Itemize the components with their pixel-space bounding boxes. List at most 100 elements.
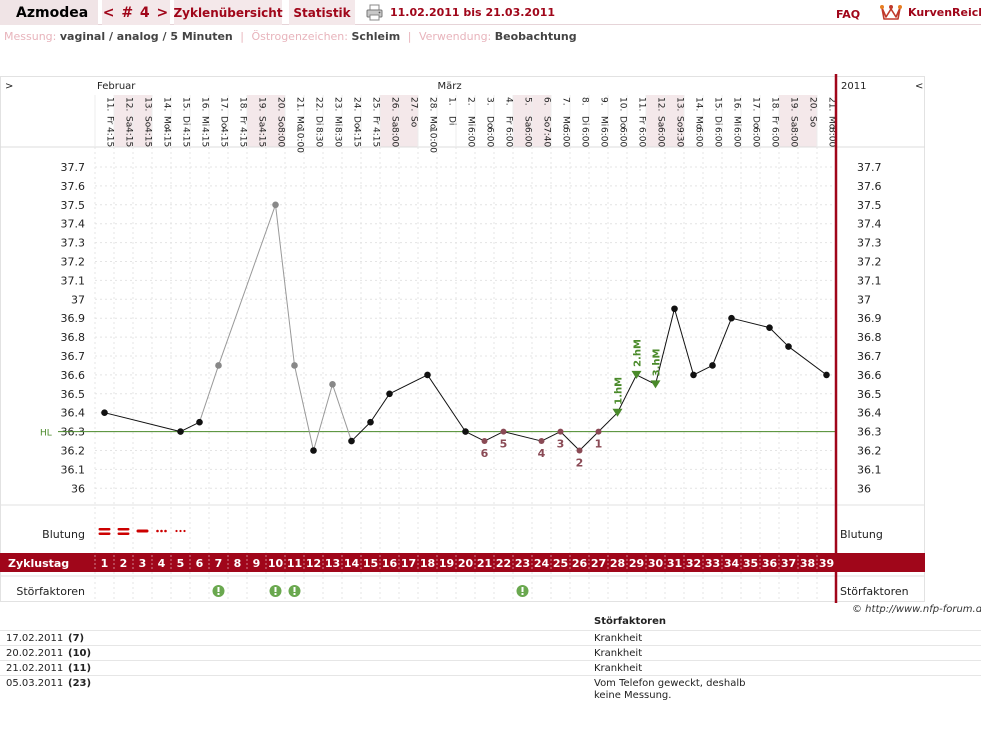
day-weekday: Do bbox=[219, 116, 229, 129]
tab-cycle-overview[interactable]: Zyklenübersicht bbox=[173, 0, 283, 25]
date-range: 11.02.2011 bis 21.03.2011 bbox=[390, 6, 556, 19]
day-weekday: Di bbox=[580, 116, 590, 125]
measure-time: 4:15 bbox=[162, 127, 172, 147]
temperature-segment bbox=[370, 393, 390, 423]
printer-icon[interactable] bbox=[366, 4, 383, 21]
cycle-day-number: 17 bbox=[401, 557, 416, 570]
day-date: 20. bbox=[808, 97, 818, 111]
y-tick-label-right: 37.7 bbox=[857, 161, 882, 174]
day-date: 13. bbox=[675, 97, 685, 111]
temperature-segment bbox=[598, 412, 618, 432]
bleeding-light-mark bbox=[160, 529, 163, 533]
temperature-segment bbox=[180, 421, 200, 433]
cycle-day-number: 12 bbox=[306, 557, 321, 570]
temperature-segment bbox=[351, 421, 371, 442]
y-tick-label-left: 37.4 bbox=[61, 218, 86, 231]
estrogen-label: Östrogenzeichen: bbox=[251, 30, 348, 43]
exclamation-dot bbox=[521, 593, 524, 595]
logo-text[interactable]: KurvenReich bbox=[908, 6, 981, 19]
measure-time: 6:00 bbox=[580, 127, 590, 147]
y-tick-label-right: 36.8 bbox=[857, 331, 882, 344]
y-tick-label-right: 36.2 bbox=[857, 445, 882, 458]
cycle-day-number: 6 bbox=[196, 557, 204, 570]
day-weekday: Fr bbox=[637, 116, 647, 125]
nav-next-button[interactable]: < bbox=[915, 81, 923, 92]
day-date: 18. bbox=[238, 97, 248, 111]
bleeding-spotting-mark bbox=[175, 529, 178, 533]
y-tick-label-right: 37 bbox=[857, 293, 871, 306]
day-weekday: Di bbox=[447, 116, 457, 125]
day-weekday: Do bbox=[618, 116, 628, 129]
measurement-info: Messung: vaginal / analog / 5 Minuten | … bbox=[4, 30, 577, 43]
bleeding-label: Blutung bbox=[42, 528, 85, 541]
measure-time: 8:30 bbox=[333, 127, 343, 147]
exclamation-dot bbox=[217, 593, 220, 595]
day-date: 26. bbox=[390, 97, 400, 111]
temperature-point bbox=[500, 428, 507, 435]
measure-time: 6:00 bbox=[523, 127, 533, 147]
temperature-segment bbox=[731, 317, 770, 329]
exclamation-mark bbox=[521, 587, 524, 592]
estrogen-value: Schleim bbox=[351, 30, 401, 43]
day-date: 17. bbox=[219, 97, 229, 111]
cycle-day-number: 34 bbox=[724, 557, 740, 570]
y-tick-label-right: 36.9 bbox=[857, 312, 882, 325]
weekend-column bbox=[513, 95, 532, 147]
day-weekday: So bbox=[542, 116, 552, 128]
temperature-segment bbox=[427, 374, 466, 432]
y-tick-label-left: 36.7 bbox=[61, 350, 86, 363]
cycle-day-number: 28 bbox=[610, 557, 625, 570]
y-tick-label-right: 36.3 bbox=[857, 426, 882, 439]
bleeding-label-right: Blutung bbox=[840, 528, 883, 541]
day-weekday: Mi bbox=[466, 116, 476, 126]
y-tick-label-right: 36.5 bbox=[857, 388, 882, 401]
bleeding-heavy-mark bbox=[117, 532, 130, 535]
weekend-column bbox=[114, 95, 133, 147]
day-weekday: So bbox=[143, 116, 153, 128]
note-text: Krankheit bbox=[594, 663, 643, 674]
day-weekday: Mi bbox=[333, 116, 343, 126]
temperature-segment bbox=[484, 431, 504, 442]
y-tick-label-right: 36.7 bbox=[857, 350, 882, 363]
y-tick-label-left: 36.8 bbox=[61, 331, 86, 344]
chart-frame bbox=[0, 76, 925, 602]
day-weekday: Fr bbox=[105, 116, 115, 125]
user-name: Azmodea bbox=[0, 0, 98, 25]
note-cycle-day: (10) bbox=[68, 648, 92, 659]
month-label: Februar bbox=[97, 81, 136, 92]
higher-measurement-marker bbox=[612, 408, 623, 417]
faq-link[interactable]: FAQ bbox=[836, 8, 861, 21]
y-tick-label-left: 37.7 bbox=[61, 161, 86, 174]
day-date: 3. bbox=[485, 97, 495, 106]
measure-time: 6:00 bbox=[466, 127, 476, 147]
temperature-point bbox=[785, 343, 792, 350]
cycle-day-number: 5 bbox=[177, 557, 185, 570]
top-bar: Azmodea < # 4 > Zyklenübersicht Statisti… bbox=[0, 0, 981, 25]
day-date: 19. bbox=[789, 97, 799, 111]
nav-prev-button[interactable]: > bbox=[5, 81, 13, 92]
cycle-day-number: 26 bbox=[572, 557, 588, 570]
measure-time: 4:15 bbox=[352, 127, 362, 147]
y-tick-label-right: 36 bbox=[857, 482, 871, 495]
day-date: 7. bbox=[561, 97, 571, 106]
y-tick-label-left: 36.1 bbox=[61, 463, 86, 476]
bleeding-heavy-mark bbox=[117, 528, 130, 531]
y-tick-label-left: 36.6 bbox=[61, 369, 86, 382]
cycle-day-number: 27 bbox=[591, 557, 606, 570]
low-count-label: 3 bbox=[557, 438, 565, 451]
day-weekday: Di bbox=[314, 116, 324, 125]
separator: | bbox=[407, 30, 412, 43]
bleeding-medium-mark bbox=[136, 529, 149, 533]
day-weekday: Mo bbox=[561, 116, 571, 130]
cycle-nav[interactable]: < # 4 > bbox=[102, 0, 170, 25]
tab-statistics[interactable]: Statistik bbox=[289, 0, 355, 25]
temperature-segment bbox=[465, 431, 485, 442]
low-count-label: 6 bbox=[481, 447, 489, 460]
measure-time: 4:15 bbox=[219, 127, 229, 147]
temperature-point bbox=[823, 371, 830, 379]
temperature-point bbox=[462, 428, 469, 435]
measure-time: 4:15 bbox=[124, 127, 134, 147]
temperature-point bbox=[690, 371, 697, 379]
cycle-day-number: 4 bbox=[158, 557, 166, 570]
day-weekday: Di bbox=[181, 116, 191, 125]
